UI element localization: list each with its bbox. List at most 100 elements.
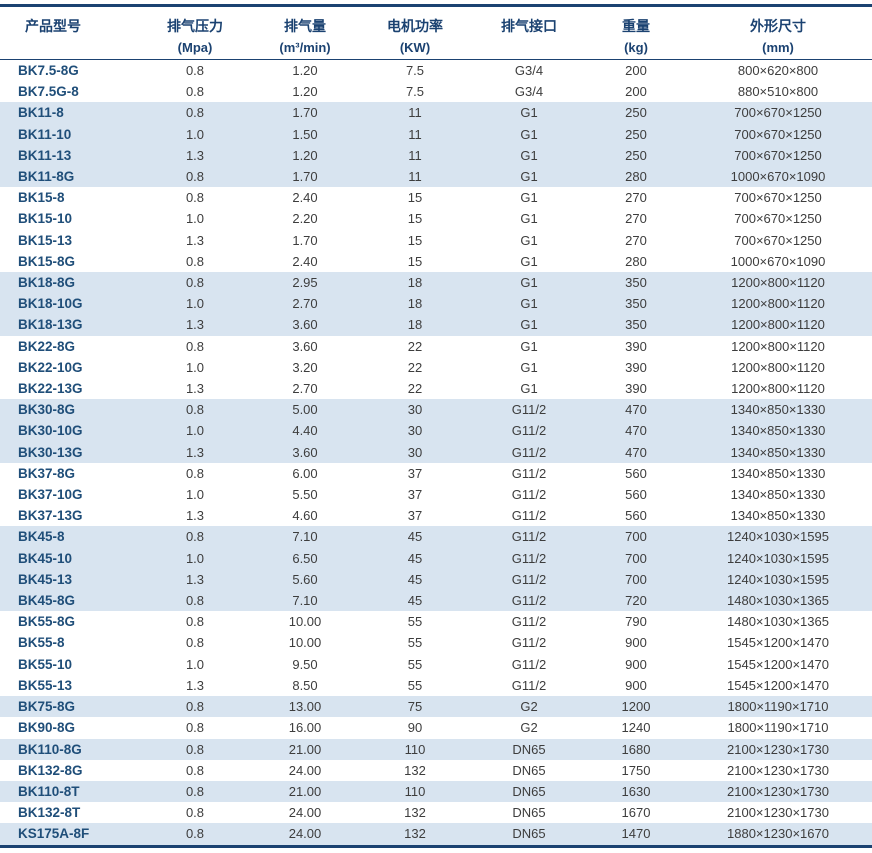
cell-port: G1 <box>520 317 538 333</box>
cell-weight: 900 <box>625 677 647 693</box>
cell-volume: 3.20 <box>292 359 318 375</box>
cell-weight: 1240 <box>621 720 651 736</box>
cell-model: BK45-8 <box>18 529 65 545</box>
cell-dims: 2100×1230×1730 <box>727 762 829 778</box>
cell-port: G3/4 <box>514 63 544 78</box>
table-row: BK22-10G 1.0 3.20 22 G1 390 1200×800×1120 <box>0 357 872 378</box>
table-row: BK55-13 1.3 8.50 55 G11/2 900 1545×1200×1470 <box>0 675 872 696</box>
cell-weight: 720 <box>625 593 647 609</box>
cell-power: 110 <box>404 783 426 799</box>
cell-pressure: 0.8 <box>185 253 205 269</box>
cell-weight: 1470 <box>621 826 651 842</box>
cell-power: 30 <box>407 444 423 460</box>
product-spec-table: 产品型号 排气压力 (Mpa) 排气量 (m³/min) 电机功率 (KW) 排气接口 重量 (k… <box>0 7 872 845</box>
cell-dims: 1340×850×1330 <box>730 487 826 503</box>
cell-dims: 1545×1200×1470 <box>727 656 829 672</box>
table-header: 产品型号 排气压力 (Mpa) 排气量 (m³/min) 电机功率 (KW) 排气接口 重量 (k… <box>0 7 872 60</box>
cell-model: BK75-8G <box>18 699 76 715</box>
cell-power: 45 <box>407 550 423 566</box>
cell-power: 11 <box>408 126 422 142</box>
cell-pressure: 1.0 <box>185 359 205 375</box>
cell-weight: 560 <box>625 487 647 503</box>
cell-power: 45 <box>407 571 423 587</box>
cell-power: 18 <box>407 275 423 291</box>
cell-volume: 1.70 <box>292 169 318 185</box>
cell-pressure: 1.0 <box>185 487 205 503</box>
cell-model: BK37-13G <box>18 508 83 524</box>
cell-model: BK30-13G <box>18 444 83 460</box>
cell-model: BK15-13 <box>18 232 73 248</box>
column-header-weight: 重量 (kg) <box>588 7 684 60</box>
cell-weight: 470 <box>625 402 647 418</box>
cell-model: BK11-13 <box>18 147 72 163</box>
cell-volume: 1.20 <box>292 84 318 100</box>
cell-volume: 3.60 <box>292 317 318 333</box>
cell-dims: 700×670×1250 <box>734 126 822 142</box>
cell-volume: 2.70 <box>292 381 318 397</box>
cell-model: BK18-13G <box>18 317 83 333</box>
cell-port: G1 <box>520 126 538 142</box>
cell-port: G1 <box>520 211 538 227</box>
cell-pressure: 1.0 <box>185 126 205 142</box>
cell-weight: 350 <box>625 317 647 333</box>
cell-volume: 5.60 <box>292 571 318 587</box>
cell-pressure: 1.3 <box>185 317 205 333</box>
column-title: 排气量 <box>284 18 326 34</box>
cell-model: BK11-8G <box>18 169 75 185</box>
cell-port: G11/2 <box>511 656 547 672</box>
cell-power: 18 <box>407 317 423 333</box>
column-header-port: 排气接口 <box>470 7 588 60</box>
cell-pressure: 0.8 <box>185 826 205 842</box>
cell-power: 37 <box>407 487 423 503</box>
table-row: BK55-8 0.8 10.00 55 G11/2 900 1545×1200×1470 <box>0 632 872 653</box>
cell-pressure: 0.8 <box>185 465 205 481</box>
cell-weight: 700 <box>625 571 647 587</box>
cell-weight: 200 <box>625 84 647 100</box>
table-row: BK11-8G 0.8 1.70 11 G1 280 1000×670×1090 <box>0 166 872 188</box>
cell-model: BK22-13G <box>18 381 83 397</box>
cell-power: 15 <box>407 232 423 248</box>
cell-weight: 470 <box>625 444 647 460</box>
column-header-pressure: 排气压力 (Mpa) <box>140 7 250 60</box>
cell-weight: 900 <box>625 656 647 672</box>
cell-dims: 2100×1230×1730 <box>727 741 829 757</box>
cell-dims: 1240×1030×1595 <box>727 550 829 566</box>
cell-volume: 6.00 <box>292 465 318 481</box>
cell-port: G11/2 <box>511 465 547 481</box>
cell-power: 55 <box>407 677 423 693</box>
column-unit: (m³/min) <box>279 40 331 55</box>
cell-pressure: 1.3 <box>185 147 205 163</box>
cell-pressure: 1.3 <box>185 444 205 460</box>
cell-weight: 700 <box>625 529 647 545</box>
cell-weight: 350 <box>625 296 647 312</box>
cell-pressure: 0.8 <box>185 338 205 354</box>
cell-weight: 280 <box>625 169 647 185</box>
table-row: BK132-8G 0.8 24.00 132 DN65 1750 2100×1230×173… <box>0 760 872 781</box>
cell-model: BK15-10 <box>18 211 73 227</box>
cell-port: G3/4 <box>514 84 544 100</box>
cell-weight: 390 <box>625 359 647 375</box>
cell-port: G11/2 <box>511 529 547 545</box>
cell-power: 15 <box>407 190 423 206</box>
cell-dims: 1240×1030×1595 <box>727 529 829 545</box>
cell-weight: 560 <box>625 508 647 524</box>
cell-dims: 1800×1190×1710 <box>727 720 829 736</box>
cell-volume: 21.00 <box>288 741 322 757</box>
cell-power: 18 <box>407 296 423 312</box>
cell-volume: 1.20 <box>292 147 318 163</box>
cell-pressure: 0.8 <box>185 63 205 78</box>
cell-volume: 21.00 <box>288 783 322 799</box>
table-row: BK18-10G 1.0 2.70 18 G1 350 1200×800×1120 <box>0 293 872 315</box>
cell-dims: 1200×800×1120 <box>731 275 825 291</box>
cell-pressure: 0.8 <box>185 720 205 736</box>
cell-pressure: 0.8 <box>185 275 205 291</box>
cell-port: G1 <box>520 275 538 291</box>
cell-power: 37 <box>407 465 423 481</box>
cell-model: BK55-8G <box>18 614 76 630</box>
cell-port: DN65 <box>512 805 546 821</box>
column-header-volume: 排气量 (m³/min) <box>250 7 360 60</box>
table-row: KS175A-8F 0.8 24.00 132 DN65 1470 1880×1230×16… <box>0 823 872 845</box>
cell-pressure: 0.8 <box>185 699 205 715</box>
table-row: BK37-8G 0.8 6.00 37 G11/2 560 1340×850×1330 <box>0 463 872 484</box>
cell-model: BK7.5G-8 <box>18 84 79 100</box>
